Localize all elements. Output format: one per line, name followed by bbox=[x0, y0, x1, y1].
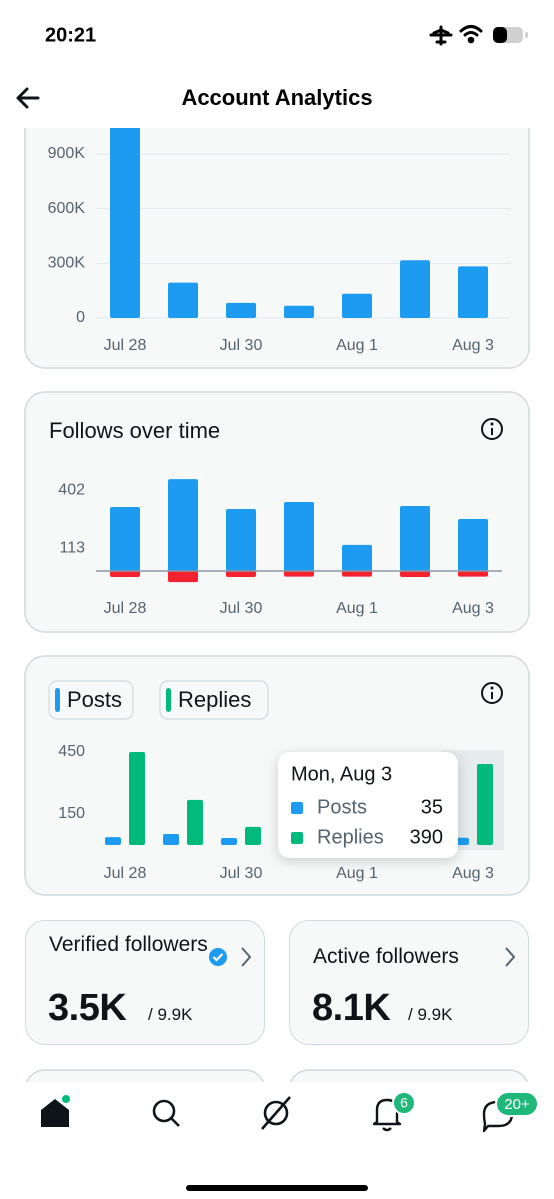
bar bbox=[477, 763, 493, 845]
bar bbox=[226, 571, 256, 578]
legend-swatch bbox=[55, 688, 60, 712]
stat-card[interactable]: Verified followers 3.5K / 9.9K bbox=[25, 920, 265, 1045]
x-tick-label: Aug 1 bbox=[336, 600, 378, 617]
bar bbox=[110, 128, 140, 318]
bar bbox=[129, 751, 145, 845]
bar bbox=[163, 833, 179, 845]
y-tick-label: 0 bbox=[76, 309, 85, 326]
bar bbox=[168, 282, 198, 318]
card-title: Verified followers bbox=[49, 933, 208, 956]
tooltip-swatch bbox=[291, 832, 303, 844]
messages-badge: 20+ bbox=[504, 1096, 530, 1113]
y-tick-label: 600K bbox=[48, 200, 86, 217]
bar bbox=[458, 266, 488, 318]
tooltip-title: Mon, Aug 3 bbox=[291, 763, 392, 785]
notifications-badge: 6 bbox=[400, 1095, 408, 1111]
card-title: Active followers bbox=[313, 945, 459, 968]
y-tick-label: 402 bbox=[58, 482, 85, 499]
partial-card bbox=[25, 1069, 265, 1082]
wifi-icon bbox=[459, 25, 483, 44]
nav-bar bbox=[0, 1082, 554, 1199]
bar bbox=[226, 508, 256, 572]
x-tick-label: Aug 3 bbox=[452, 337, 494, 354]
x-tick-label: Aug 1 bbox=[336, 865, 378, 882]
x-tick-label: Jul 28 bbox=[104, 600, 147, 617]
card-total: / 9.9K bbox=[148, 1005, 193, 1024]
y-tick-label: 113 bbox=[59, 540, 85, 557]
tooltip-label: Posts bbox=[317, 796, 367, 818]
legend-chip[interactable] bbox=[159, 680, 269, 720]
bar bbox=[226, 302, 256, 318]
legend-label: Posts bbox=[67, 687, 122, 712]
bar bbox=[110, 506, 140, 572]
status-time: 20:21 bbox=[45, 24, 96, 46]
bar bbox=[168, 479, 198, 572]
bar bbox=[400, 571, 430, 578]
card-value: 8.1K bbox=[312, 987, 391, 1029]
grok-tab[interactable] bbox=[261, 1096, 291, 1130]
y-tick-label: 150 bbox=[58, 805, 85, 822]
x-tick-label: Aug 3 bbox=[452, 865, 494, 882]
card-total: / 9.9K bbox=[408, 1005, 453, 1024]
info-icon[interactable] bbox=[481, 682, 503, 704]
x-tick-label: Jul 28 bbox=[104, 865, 147, 882]
battery-icon bbox=[493, 27, 528, 43]
messages-tab[interactable]: 20+ bbox=[482, 1091, 539, 1133]
card-value: 3.5K bbox=[48, 987, 127, 1029]
info-icon[interactable] bbox=[481, 418, 503, 440]
scroll-content: 0 300K 600K 900K Jul 28 Jul 30 Aug 1 Aug 3 Follo… bbox=[24, 128, 530, 1082]
tooltip-value: 35 bbox=[421, 796, 443, 818]
partial-card bbox=[289, 1069, 529, 1082]
home-indicator bbox=[186, 1185, 368, 1191]
y-tick-label: 300K bbox=[48, 255, 86, 272]
x-tick-label: Jul 30 bbox=[220, 600, 263, 617]
y-tick-label: 900K bbox=[48, 145, 86, 162]
y-tick-label: 450 bbox=[58, 743, 85, 760]
stat-card[interactable]: Active followers 8.1K / 9.9K bbox=[289, 920, 529, 1045]
bar bbox=[342, 293, 372, 318]
page-title: Account Analytics bbox=[181, 85, 372, 110]
legend-swatch bbox=[166, 688, 171, 712]
legend-chip[interactable] bbox=[48, 680, 134, 720]
bar bbox=[284, 571, 314, 577]
bar bbox=[110, 571, 140, 578]
bar bbox=[284, 305, 314, 318]
bar bbox=[284, 501, 314, 572]
chevron bbox=[241, 947, 252, 967]
legend-label: Replies bbox=[178, 687, 251, 712]
bar bbox=[342, 571, 372, 577]
bar bbox=[400, 260, 430, 318]
back-button[interactable] bbox=[16, 87, 40, 109]
bar bbox=[342, 544, 372, 572]
airplane-icon bbox=[429, 25, 453, 46]
bar bbox=[458, 519, 488, 572]
bar bbox=[245, 826, 261, 845]
chart-title: Follows over time bbox=[49, 418, 220, 443]
x-tick-label: Jul 30 bbox=[220, 865, 263, 882]
x-tick-label: Aug 1 bbox=[336, 337, 378, 354]
bar bbox=[105, 837, 121, 845]
x-tick-label: Jul 28 bbox=[104, 337, 147, 354]
verified-badge bbox=[209, 948, 227, 966]
tooltip-swatch bbox=[291, 802, 303, 814]
bar bbox=[400, 505, 430, 572]
x-tick-label: Jul 30 bbox=[220, 337, 263, 354]
search-tab[interactable] bbox=[152, 1099, 180, 1127]
bar bbox=[221, 837, 237, 845]
bar bbox=[458, 571, 488, 577]
tooltip bbox=[278, 752, 458, 858]
tooltip-label: Replies bbox=[317, 826, 384, 848]
bar bbox=[187, 799, 203, 845]
notifications-tab[interactable]: 6 bbox=[372, 1091, 416, 1132]
bar bbox=[168, 571, 198, 583]
home-tab[interactable] bbox=[41, 1093, 72, 1127]
chevron bbox=[505, 947, 516, 967]
x-tick-label: Aug 3 bbox=[452, 600, 494, 617]
tooltip-value: 390 bbox=[410, 826, 443, 848]
